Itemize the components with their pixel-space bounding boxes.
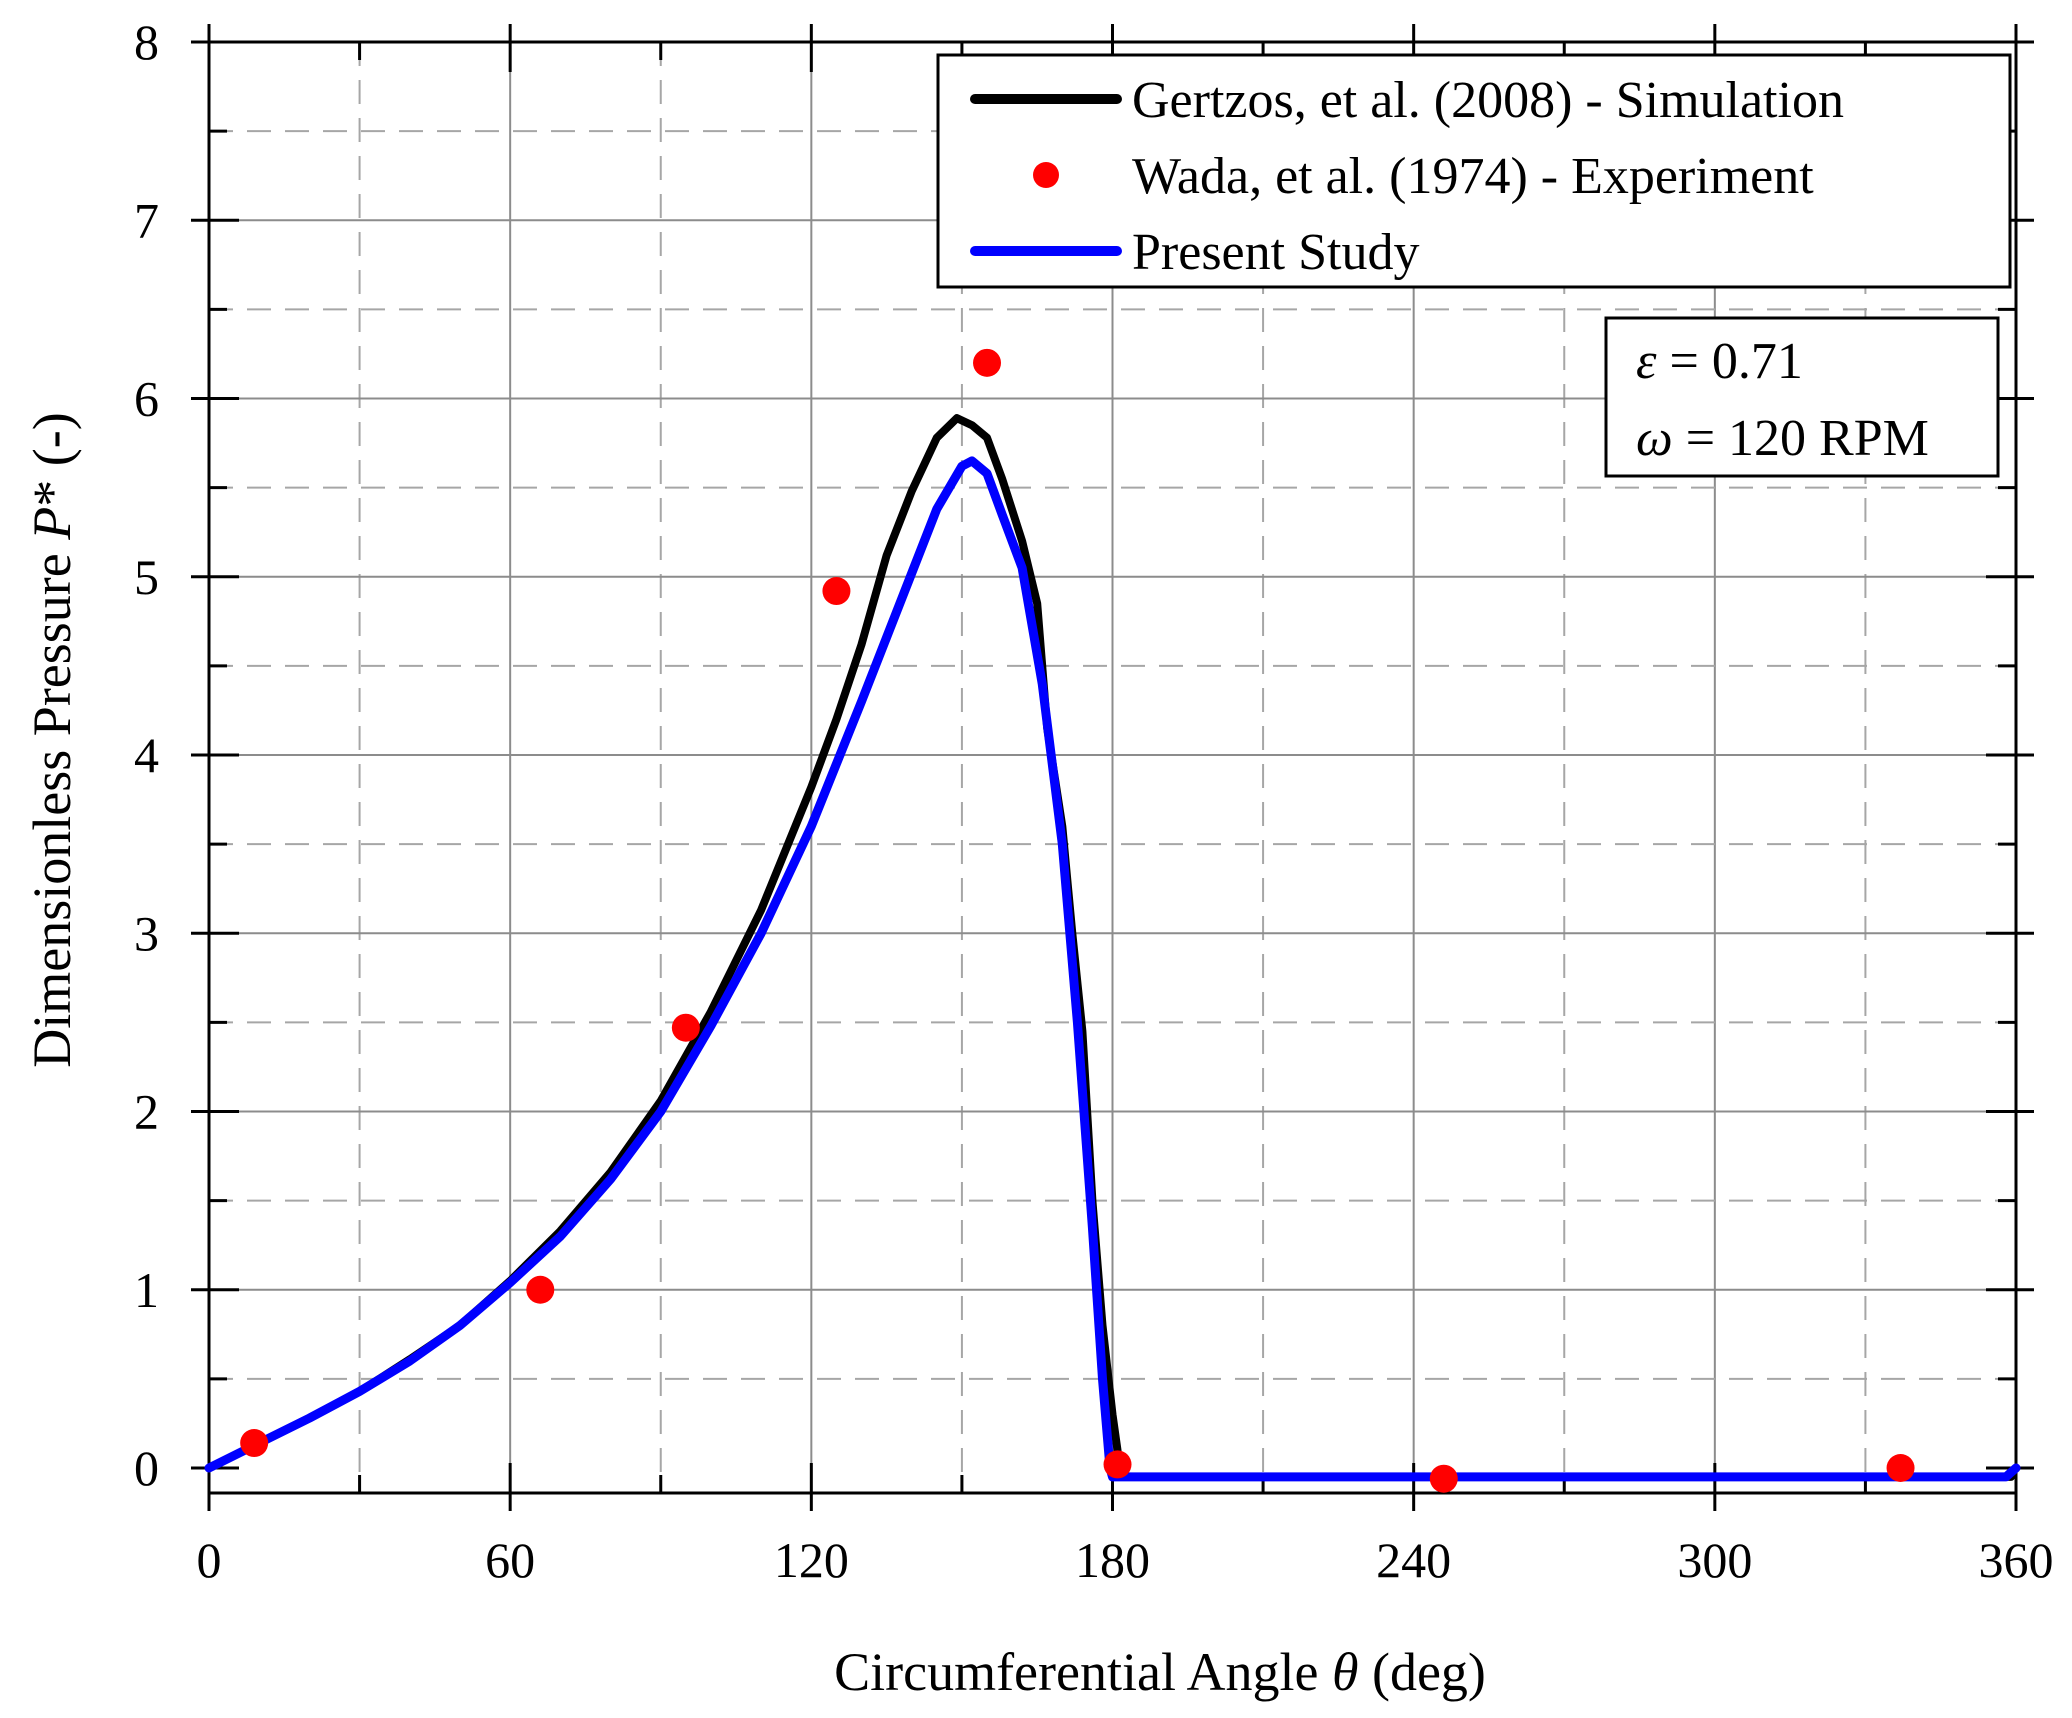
experiment-point <box>1103 1450 1132 1479</box>
experiment-point <box>1429 1464 1458 1493</box>
legend-label-present-study: Present Study <box>1132 224 1419 281</box>
x-axis-title: Circumferential Angle θ (deg) <box>834 1642 1486 1702</box>
y-tick-label: 7 <box>134 192 159 248</box>
y-tick-label: 0 <box>134 1440 159 1496</box>
eccentricity-annotation: ε = 0.71 <box>1636 333 1803 390</box>
experiment-point <box>671 1013 700 1042</box>
parameter-box-frame <box>1604 316 2000 478</box>
x-tick-label: 240 <box>1376 1532 1451 1588</box>
series-line-2 <box>204 456 2021 1482</box>
parameter-box: ε = 0.71 ω = 120 RPM <box>1604 316 2000 478</box>
tick-labels: 0 60 120 180 240 300 360 0 1 2 3 4 5 6 7 8 <box>134 14 2054 1588</box>
experiment-point <box>973 348 1002 377</box>
y-axis-title: Dimensionless Pressure P* (-) <box>22 412 82 1067</box>
y-tick-label: 1 <box>134 1262 159 1318</box>
legend: Gertzos, et al. (2008) - Simulation Wada… <box>936 53 2012 289</box>
y-tick-label: 6 <box>134 371 159 427</box>
x-tick-label: 180 <box>1075 1532 1150 1588</box>
y-tick-label: 2 <box>134 1084 159 1140</box>
experiment-point <box>822 577 851 606</box>
experiment-point <box>1886 1454 1915 1482</box>
legend-label-experiment: Wada, et al. (1974) - Experiment <box>1132 148 1814 205</box>
legend-swatch-experiment <box>1033 162 1059 188</box>
speed-annotation: ω = 120 RPM <box>1636 410 1929 467</box>
legend-label-simulation: Gertzos, et al. (2008) - Simulation <box>1132 72 1844 129</box>
experiment-point <box>526 1275 555 1304</box>
y-tick-label: 8 <box>134 14 159 70</box>
x-tick-label: 60 <box>485 1532 535 1588</box>
x-tick-label: 0 <box>197 1532 222 1588</box>
y-tick-label: 5 <box>134 549 159 605</box>
y-tick-label: 4 <box>134 727 159 783</box>
x-tick-label: 120 <box>774 1532 849 1588</box>
x-tick-label: 300 <box>1677 1532 1752 1588</box>
experiment-point <box>240 1429 269 1458</box>
series-layer <box>204 348 2021 1493</box>
y-tick-label: 3 <box>134 905 159 961</box>
x-tick-label: 360 <box>1979 1532 2054 1588</box>
